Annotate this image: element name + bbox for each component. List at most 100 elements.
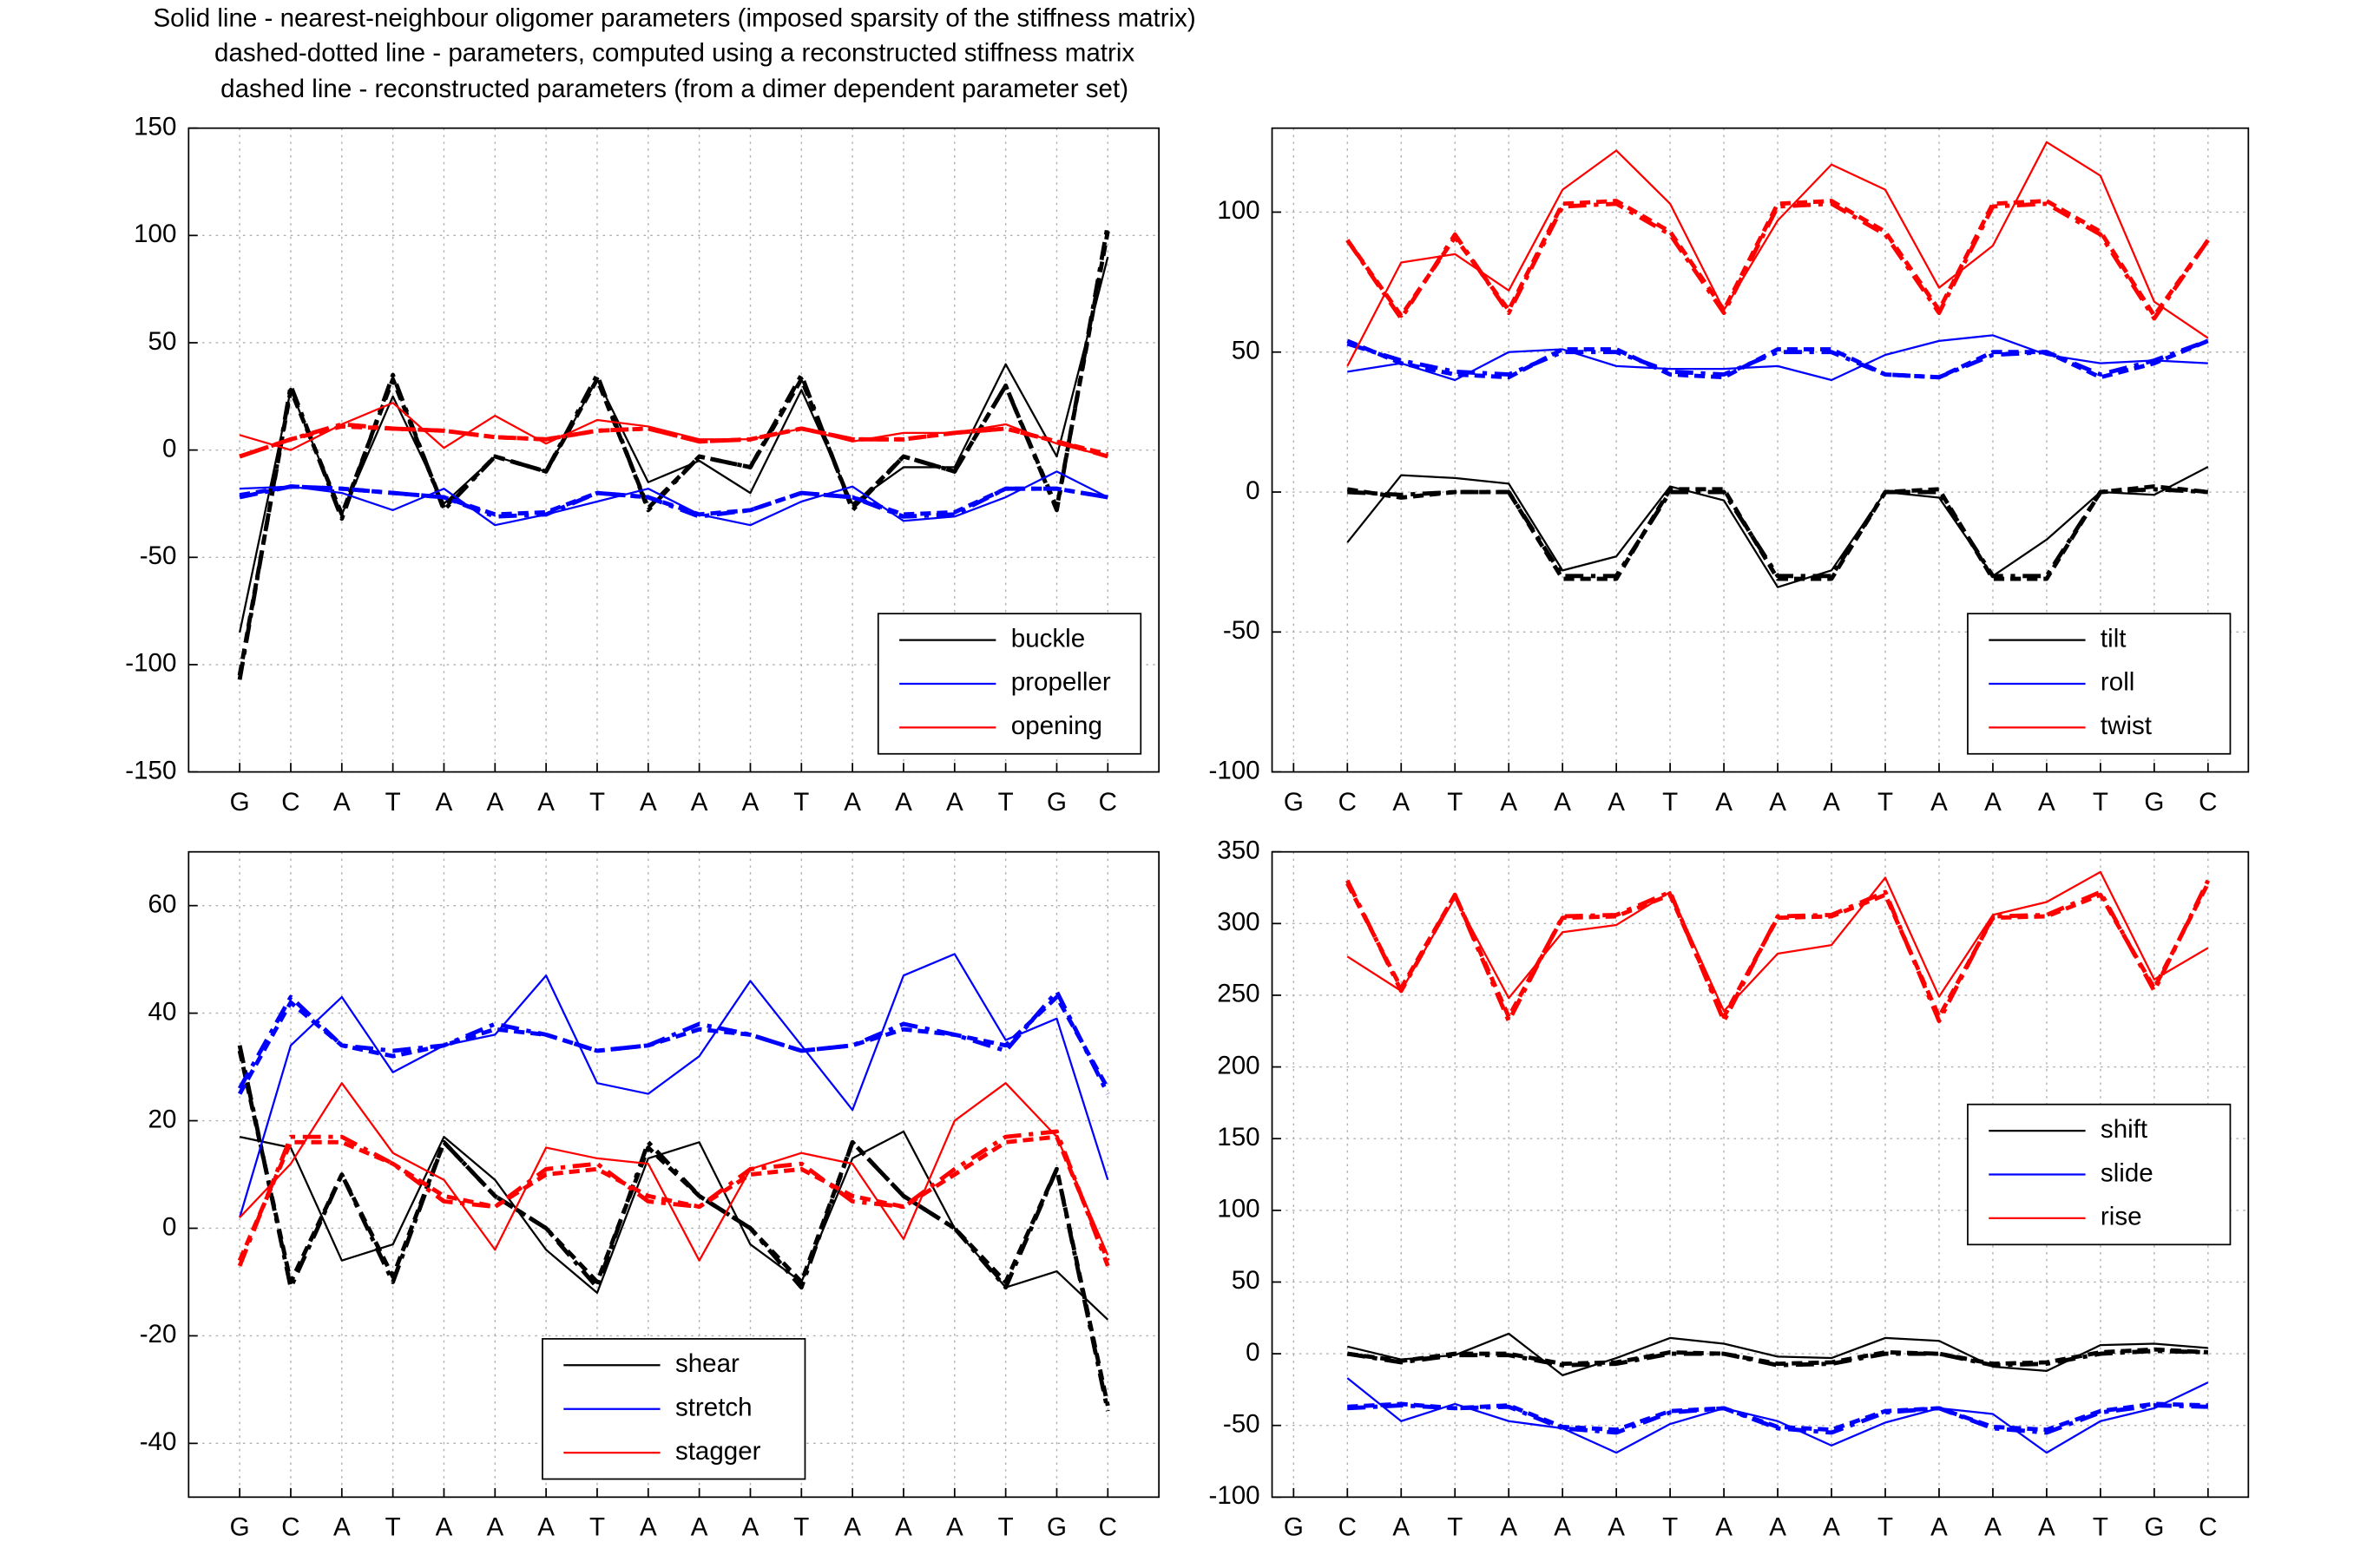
x-tick-label: T xyxy=(589,1513,605,1542)
legend-label: roll xyxy=(2101,668,2134,697)
data-line xyxy=(1346,484,2209,581)
x-tick-label: G xyxy=(1047,1513,1067,1542)
x-tick-label: G xyxy=(1284,788,1304,817)
data-line xyxy=(1346,338,2209,380)
data-line xyxy=(1346,141,2209,367)
x-tick-label: C xyxy=(281,1513,299,1542)
y-tick-label: 0 xyxy=(1246,1338,1259,1367)
x-tick-label: T xyxy=(1662,1513,1678,1542)
x-tick-label: T xyxy=(1447,788,1463,817)
data-line xyxy=(240,470,1108,527)
y-tick-label: 0 xyxy=(162,434,176,463)
y-tick-label: -40 xyxy=(140,1427,177,1456)
x-tick-label: A xyxy=(640,1513,657,1542)
x-tick-label: A xyxy=(2038,1513,2055,1542)
legend-label: twist xyxy=(2101,712,2152,740)
annotation-line: dashed line - reconstructed parameters (… xyxy=(220,75,1128,103)
x-tick-label: A xyxy=(1984,1513,2002,1542)
x-tick-label: A xyxy=(1823,1513,1840,1542)
y-tick-label: -50 xyxy=(140,541,177,570)
data-line xyxy=(1346,465,2209,588)
y-tick-label: 150 xyxy=(134,112,176,141)
y-tick-label: 50 xyxy=(1232,337,1260,365)
data-line xyxy=(237,1050,1110,1407)
x-tick-label: A xyxy=(1930,1513,1948,1542)
data-line xyxy=(238,989,1110,1095)
y-tick-label: -100 xyxy=(1208,756,1259,784)
x-tick-label: A xyxy=(946,1513,963,1542)
data-line xyxy=(237,224,1110,680)
x-tick-label: A xyxy=(1608,1513,1625,1542)
data-line xyxy=(237,1129,1110,1267)
x-tick-label: T xyxy=(793,1513,809,1542)
x-tick-label: C xyxy=(281,788,299,817)
y-tick-label: 250 xyxy=(1217,980,1259,1008)
x-tick-label: A xyxy=(333,1513,351,1542)
x-tick-label: G xyxy=(230,1513,250,1542)
y-tick-label: 60 xyxy=(148,889,177,918)
x-tick-label: C xyxy=(1338,1513,1357,1542)
x-tick-label: A xyxy=(1769,1513,1786,1542)
axes-frame xyxy=(187,127,1161,773)
y-tick-label: 300 xyxy=(1217,908,1259,936)
x-tick-label: A xyxy=(436,788,453,817)
y-tick-label: 50 xyxy=(1232,1266,1260,1295)
x-tick-label: T xyxy=(1877,1513,1893,1542)
data-line xyxy=(237,230,1110,676)
data-line xyxy=(239,1082,1109,1262)
axes-frame xyxy=(1271,127,2250,773)
x-tick-label: A xyxy=(1554,788,1571,817)
x-tick-label: A xyxy=(1554,1513,1571,1542)
x-tick-label: A xyxy=(1715,788,1733,817)
data-line xyxy=(239,424,1108,459)
legend-label: shear xyxy=(675,1349,740,1378)
legend-label: shift xyxy=(2101,1115,2147,1144)
y-tick-label: 0 xyxy=(162,1212,176,1241)
y-tick-label: -20 xyxy=(140,1320,177,1348)
x-tick-label: A xyxy=(691,1513,708,1542)
x-tick-label: G xyxy=(1284,1513,1304,1542)
x-tick-label: C xyxy=(1338,788,1357,817)
y-tick-label: -50 xyxy=(1223,1410,1260,1439)
x-tick-label: T xyxy=(2093,788,2108,817)
x-tick-label: A xyxy=(895,788,912,817)
x-tick-label: T xyxy=(793,788,809,817)
data-line xyxy=(1346,1377,2209,1454)
y-tick-label: 100 xyxy=(1217,196,1259,225)
x-tick-label: T xyxy=(589,788,605,817)
legend-label: stagger xyxy=(675,1437,761,1466)
legend-label: slide xyxy=(2101,1158,2153,1187)
data-line xyxy=(238,994,1110,1095)
legend-label: buckle xyxy=(1011,624,1085,653)
x-tick-label: A xyxy=(486,788,503,817)
x-tick-label: A xyxy=(1769,788,1786,817)
x-tick-label: A xyxy=(1715,1513,1733,1542)
annotation-line: dashed-dotted line - parameters, compute… xyxy=(214,38,1134,67)
x-tick-label: A xyxy=(2038,788,2055,817)
y-tick-label: 0 xyxy=(1246,476,1259,505)
data-line xyxy=(1345,879,2211,1024)
x-tick-label: A xyxy=(742,1513,759,1542)
data-line xyxy=(237,1134,1110,1262)
x-tick-label: A xyxy=(1392,1513,1410,1542)
x-tick-label: A xyxy=(691,788,708,817)
x-tick-label: T xyxy=(1877,788,1893,817)
x-tick-label: A xyxy=(742,788,759,817)
x-tick-label: A xyxy=(1500,788,1517,817)
legend-box xyxy=(542,1338,806,1480)
legend-label: stretch xyxy=(675,1393,753,1421)
axes-frame xyxy=(1271,850,2250,1499)
y-tick-label: 20 xyxy=(148,1105,177,1133)
data-line xyxy=(1346,1347,2208,1367)
x-tick-label: T xyxy=(998,1513,1014,1542)
legend-label: opening xyxy=(1011,712,1102,740)
x-tick-label: A xyxy=(1930,788,1948,817)
x-tick-label: A xyxy=(844,788,861,817)
y-tick-label: 350 xyxy=(1217,836,1259,864)
x-tick-label: T xyxy=(2093,1513,2108,1542)
axes-frame xyxy=(187,850,1161,1499)
x-tick-label: G xyxy=(1047,788,1067,817)
x-tick-label: G xyxy=(230,788,250,817)
